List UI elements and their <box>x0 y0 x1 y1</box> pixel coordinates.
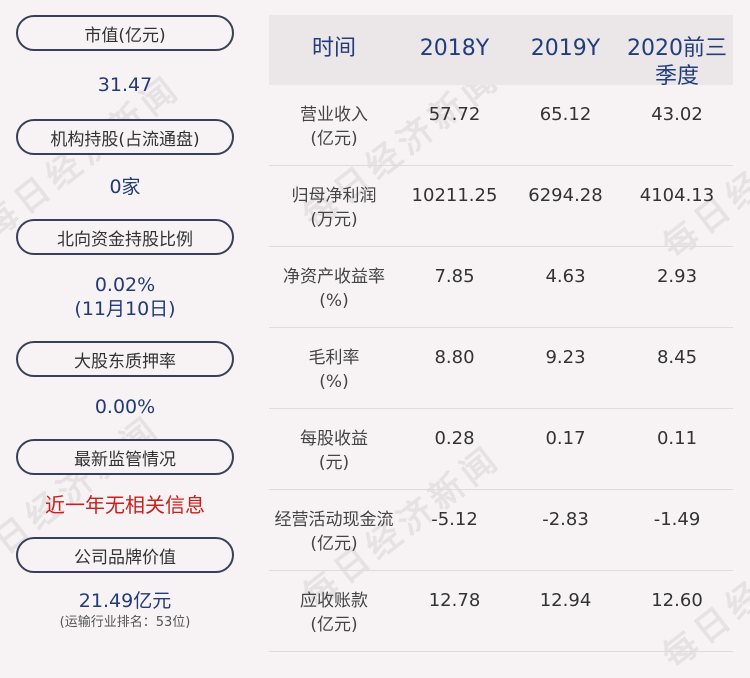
table-cell: 12.78 <box>428 590 481 611</box>
header-2020q3: 2020前三季度 <box>627 36 727 89</box>
table-cell: 12.60 <box>651 590 703 611</box>
header-period: 时间 <box>311 36 356 61</box>
institutional-holdings-value: 0家 <box>109 176 141 198</box>
row-label: 应收账款 (亿元) <box>300 591 368 635</box>
table-row: 毛利率 (%) 8.80 9.23 8.45 <box>269 328 733 409</box>
header-2018: 2018Y <box>419 36 490 61</box>
table-row: 每股收益 (元) 0.28 0.17 0.11 <box>269 409 733 490</box>
table-row: 应收账款 (亿元) 12.78 12.94 12.60 <box>269 571 733 652</box>
northbound-ratio-date: (11月10日) <box>74 298 176 320</box>
northbound-ratio-label: 北向资金持股比例 <box>16 219 234 255</box>
table-cell: 65.12 <box>539 104 592 125</box>
row-label: 归母净利润 (万元) <box>291 186 377 230</box>
header-2019: 2019Y <box>530 36 601 61</box>
table-header: 时间 2018Y 2019Y 2020前三季度 <box>269 15 733 89</box>
table-cell: 2.93 <box>656 266 698 287</box>
company-info-panel: 市值(亿元) 31.47 机构持股(占流通盘) 0家 北向资金持股比例 0.02… <box>16 15 234 631</box>
row-label: 经营活动现金流 (亿元) <box>274 510 394 554</box>
table-cell: 0.28 <box>434 428 475 449</box>
brand-value-label: 公司品牌价值 <box>16 537 234 573</box>
financial-table: 时间 2018Y 2019Y 2020前三季度 营业收入 (亿元) 57.72 6… <box>269 15 733 652</box>
table-cell: -1.49 <box>653 509 701 530</box>
table-cell: 4104.13 <box>639 185 715 206</box>
table-row: 归母净利润 (万元) 10211.25 6294.28 4104.13 <box>269 166 733 247</box>
table-row: 经营活动现金流 (亿元) -5.12 -2.83 -1.49 <box>269 490 733 571</box>
table-cell: 8.45 <box>656 347 698 368</box>
table-cell: 7.85 <box>434 266 475 287</box>
northbound-ratio-value: 0.02% <box>94 274 156 296</box>
table-cell: 9.23 <box>545 347 586 368</box>
table-cell: 43.02 <box>651 104 703 125</box>
table-cell: -2.83 <box>542 509 589 530</box>
brand-value-rank: (运输行业排名：53位) <box>59 615 191 630</box>
table-cell: 4.63 <box>545 266 586 287</box>
row-label: 每股收益 (元) <box>300 429 368 473</box>
table-cell: 8.80 <box>434 347 475 368</box>
table-row: 营业收入 (亿元) 57.72 65.12 43.02 <box>269 85 733 166</box>
row-label: 营业收入 (亿元) <box>300 105 368 149</box>
row-label: 净资产收益率 (%) <box>283 267 385 311</box>
table-cell: 0.11 <box>656 428 698 449</box>
table-cell: -5.12 <box>431 509 478 530</box>
row-label: 毛利率 (%) <box>308 348 360 392</box>
table-cell: 10211.25 <box>411 185 498 206</box>
pledge-ratio-value: 0.00% <box>94 396 156 418</box>
table-cell: 6294.28 <box>528 185 603 206</box>
brand-value-value: 21.49亿元 <box>78 590 172 612</box>
regulatory-status-label: 最新监管情况 <box>16 439 234 475</box>
table-cell: 12.94 <box>539 590 592 611</box>
market-cap-value: 31.47 <box>97 74 153 96</box>
market-cap-label: 市值(亿元) <box>16 15 234 51</box>
pledge-ratio-label: 大股东质押率 <box>16 341 234 377</box>
table-cell: 0.17 <box>545 428 586 449</box>
regulatory-status-value: 近一年无相关信息 <box>45 493 205 517</box>
table-row: 净资产收益率 (%) 7.85 4.63 2.93 <box>269 247 733 328</box>
institutional-holdings-label: 机构持股(占流通盘) <box>16 119 234 155</box>
table-cell: 57.72 <box>428 104 481 125</box>
